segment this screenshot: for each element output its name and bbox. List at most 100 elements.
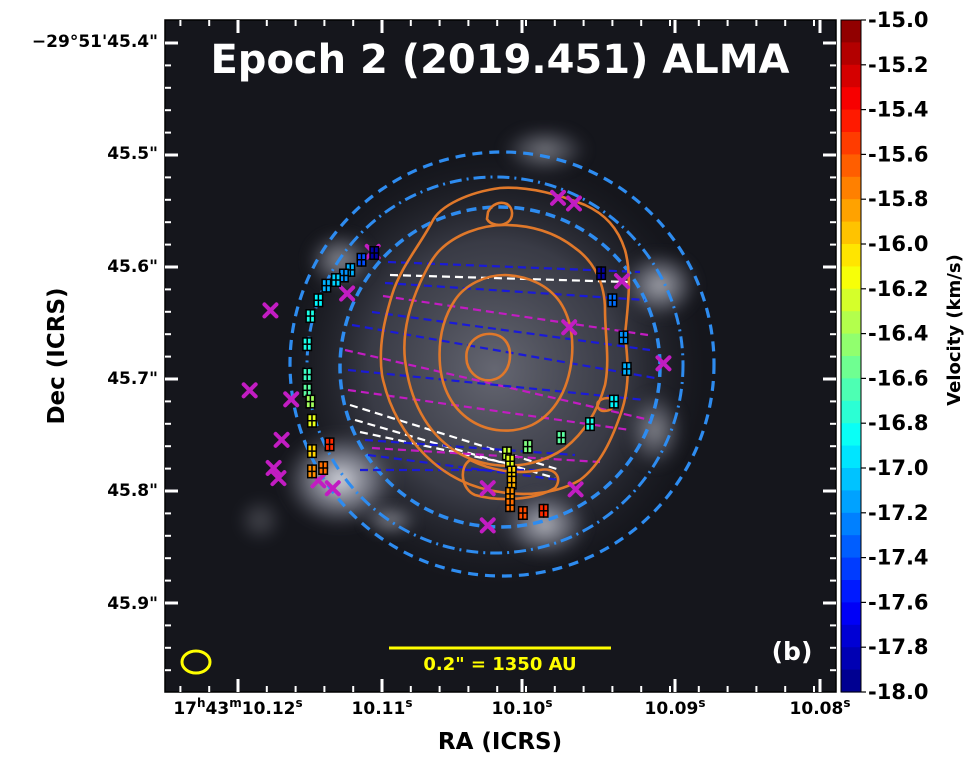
maser-spot (556, 430, 567, 445)
chord-line (347, 368, 646, 402)
y-tick-label: 45.7" (107, 369, 158, 389)
maser-spot (356, 252, 367, 267)
x-axis-label: RA (ICRS) (438, 729, 562, 755)
colorbar-band (841, 400, 861, 424)
colorbar-band (841, 647, 861, 671)
y-tick-label: 45.9" (107, 594, 158, 614)
colorbar-band (841, 512, 861, 536)
chord-line (384, 281, 646, 302)
panel-label: (b) (772, 637, 813, 666)
chord-line (349, 403, 561, 472)
maser-spot (517, 506, 528, 521)
y-axis-label: Dec (ICRS) (44, 287, 70, 424)
colorbar-band (841, 423, 861, 447)
middle-ring-dashdot (305, 175, 685, 555)
outer-ring-dashed (288, 150, 716, 578)
x-tick-label: 10.11s (352, 696, 413, 719)
x-tick-label-first: 17h43m10.12s (173, 696, 302, 719)
axis-ticks (165, 20, 836, 692)
maser-spot (324, 437, 335, 452)
x-marker (550, 189, 567, 206)
colorbar-band (841, 288, 861, 312)
colorbar-band (841, 445, 861, 469)
x-marker (567, 481, 584, 498)
colorbar-band (841, 199, 861, 223)
maser-spot (330, 273, 341, 288)
maser-spot (505, 498, 516, 513)
colorbar (841, 20, 861, 693)
x-marker (339, 285, 356, 302)
x-marker (655, 355, 672, 372)
maser-spot (538, 503, 549, 518)
y-tick-label: −29°51'45.4" (32, 32, 158, 52)
y-tick-labels: −29°51'45.4" 45.5" 45.6" 45.7" 45.8" 45.… (32, 32, 158, 614)
chord-line (364, 438, 576, 457)
colorbar-band (841, 42, 861, 66)
x-marker (241, 382, 258, 399)
colorbar-tick-label: -16.4 (868, 322, 929, 346)
colorbar-band (841, 602, 861, 626)
colorbar-tick-label: -15.0 (868, 8, 929, 32)
colorbar-tick-label: -18.0 (868, 680, 929, 704)
colorbar-tick-label: -17.4 (868, 546, 929, 570)
maser-spot (318, 461, 329, 475)
colorbar-tick-label: -17.0 (868, 456, 929, 480)
x-marker (273, 431, 290, 448)
colorbar-band (841, 535, 861, 559)
colorbar-tick-label: -16.2 (868, 277, 929, 301)
colorbar-tick-label: -16.6 (868, 366, 929, 390)
colorbar-band (841, 333, 861, 357)
x-marker (283, 391, 300, 408)
maser-spot (596, 266, 607, 281)
colorbar-band (841, 154, 861, 178)
maser-spot (305, 394, 316, 409)
colorbar-tick-label: -17.2 (868, 501, 929, 525)
maser-spot (306, 413, 317, 428)
colorbar-tick-label: -17.6 (868, 590, 929, 614)
x-tick-seconds: 10.12 (242, 699, 296, 719)
colorbar-band (841, 356, 861, 379)
chord-line (347, 388, 631, 432)
x-tick-unit: s (405, 696, 412, 710)
maser-spot (306, 444, 317, 459)
colorbar-band (841, 20, 861, 43)
x-marker (479, 517, 496, 534)
colorbar-tick-label: -15.4 (868, 98, 929, 122)
maser-spot (321, 278, 332, 293)
colorbar-band (841, 176, 861, 200)
x-marker (270, 470, 287, 487)
x-tick-value: 10.08 (790, 699, 844, 719)
colorbar-tick-label: -15.6 (868, 142, 929, 166)
colorbar-band (841, 221, 861, 245)
x-marker (565, 195, 582, 212)
x-tick-unit: s (698, 696, 705, 710)
colorbar-tick-label: -15.2 (868, 53, 929, 77)
x-tick-label: 10.09s (645, 696, 706, 719)
x-marker (561, 319, 578, 336)
colorbar-band (841, 378, 861, 402)
x-tick-seconds-unit: s (296, 696, 303, 710)
maser-spot (607, 293, 618, 308)
colorbar-band (841, 468, 861, 491)
maser-spot (621, 361, 632, 376)
x-tick-hours: 17 (173, 699, 197, 719)
contour-3 (438, 273, 574, 432)
colorbar-frame (840, 19, 862, 693)
x-tick-label: 10.08s (790, 696, 851, 719)
colorbar-band (841, 244, 861, 267)
maser-spot (313, 293, 324, 308)
colorbar-label: Velocity (km/s) (944, 254, 965, 406)
y-tick-label: 45.6" (107, 257, 158, 277)
colorbar-band (841, 490, 861, 514)
colorbar-tick-label: -16.0 (868, 232, 929, 256)
colorbar-band (841, 109, 861, 133)
colorbar-band (841, 64, 861, 88)
x-tick-labels: 17h43m10.12s 10.11s 10.10s 10.09s 10.08s (173, 696, 850, 719)
chord-line (371, 310, 651, 352)
maser-spot (522, 439, 533, 454)
colorbar-band (841, 669, 861, 693)
x-tick-unit: s (545, 696, 552, 710)
x-tick-value: 10.10 (492, 699, 546, 719)
